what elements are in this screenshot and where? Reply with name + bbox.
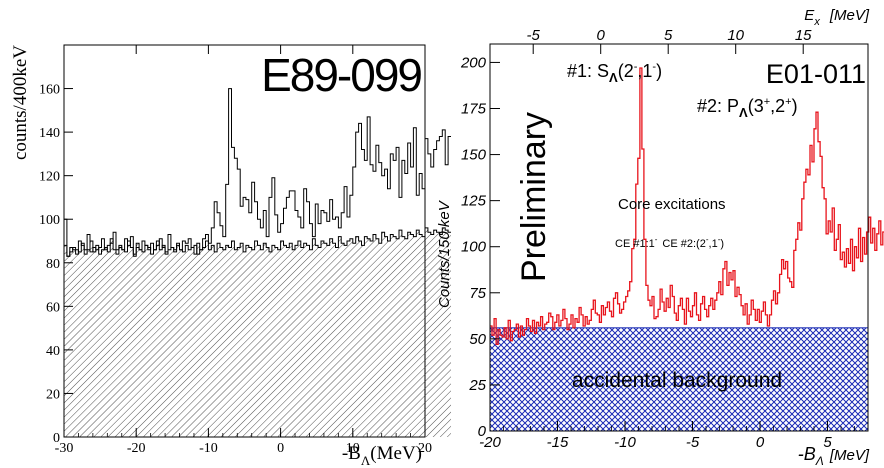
preliminary-label: Preliminary: [515, 112, 553, 282]
right-y-tick-label: 0: [478, 423, 487, 440]
right-top-tick-label: 10: [727, 27, 744, 44]
right-y-tick-label: 50: [469, 331, 486, 348]
left-x-ticks: -30 -20 -10 0 10 20: [55, 45, 432, 456]
right-x-tick-label: -15: [547, 434, 569, 451]
left-y-tick-label: 0: [53, 431, 60, 446]
left-y-tick-label: 120: [39, 170, 60, 185]
right-x-ticks: -20 -15 -10 -5 0 5: [479, 421, 869, 451]
right-top-ticks: -5 0 5 10 15: [527, 27, 812, 54]
left-y-tick-label: 60: [46, 300, 60, 315]
right-y-tick-label: 200: [460, 54, 487, 71]
left-y-axis-label: counts/400keV: [10, 45, 31, 160]
core-excitations-label: Core excitations: [618, 196, 726, 213]
right-y-tick-label: 175: [461, 101, 487, 118]
left-x-tick-label: -30: [55, 441, 74, 456]
right-x-axis-label: -BΛ [MeV]: [798, 444, 870, 468]
left-y-tick-label: 100: [39, 213, 60, 228]
right-y-tick-label: 100: [461, 239, 487, 256]
left-x-tick-label: -20: [127, 441, 146, 456]
left-x-tick-label: 20: [418, 441, 432, 456]
left-x-tick-label: 0: [277, 441, 284, 456]
left-y-tick-label: 40: [46, 344, 60, 359]
left-x-axis-label: -BΛ(MeV): [342, 443, 422, 468]
right-y-tick-label: 150: [461, 147, 487, 164]
right-x-tick-label: -5: [686, 434, 700, 451]
right-y-axis-label: Counts/150 keV: [436, 199, 453, 308]
right-y-tick-label: 125: [461, 193, 487, 210]
left-x-tick-label: -10: [199, 441, 218, 456]
left-background-hatch: [64, 227, 451, 437]
right-x-tick-label: -20: [479, 434, 501, 451]
right-top-tick-label: -5: [527, 27, 541, 44]
peak1-label: #1: SΛ(2-,1-): [567, 61, 662, 85]
right-x-tick-label: -10: [614, 434, 636, 451]
right-x-tick-label: 0: [756, 434, 765, 451]
right-signal-line: [490, 67, 884, 346]
right-top-axis-label: Ex [MeV]: [804, 7, 870, 28]
right-chart-title: E01-011: [766, 59, 866, 89]
ce-labels: CE #1:1- CE #2:(2-,1-): [615, 235, 724, 250]
right-accidental-background: [489, 327, 869, 432]
left-y-tick-label: 20: [46, 387, 60, 402]
right-top-tick-label: 0: [597, 27, 606, 44]
peak2-label: #2: PΛ(3+,2+): [697, 96, 798, 120]
left-y-ticks: 0 20 40 60 80 100 120 140 160: [39, 83, 73, 446]
left-x-tick-label: 10: [346, 441, 360, 456]
right-top-tick-label: 5: [664, 27, 673, 44]
left-chart-title: E89-099: [261, 49, 421, 101]
left-chart: -30 -20 -10 0 10 20 0 20 40 60 80 100 120 140 160 E89…: [10, 44, 451, 468]
left-y-tick-label: 140: [39, 126, 60, 141]
left-signal-line: [64, 88, 451, 257]
right-y-ticks: 0 25 50 75 100 125 150 175 200: [460, 54, 500, 440]
left-y-tick-label: 160: [39, 83, 60, 98]
right-y-tick-label: 25: [468, 377, 486, 394]
right-x-tick-label: 5: [823, 434, 832, 451]
accidental-background-label: accidental background: [572, 369, 782, 392]
right-y-tick-label: 75: [469, 285, 486, 302]
right-top-tick-label: 15: [795, 27, 812, 44]
left-y-tick-label: 80: [46, 257, 60, 272]
